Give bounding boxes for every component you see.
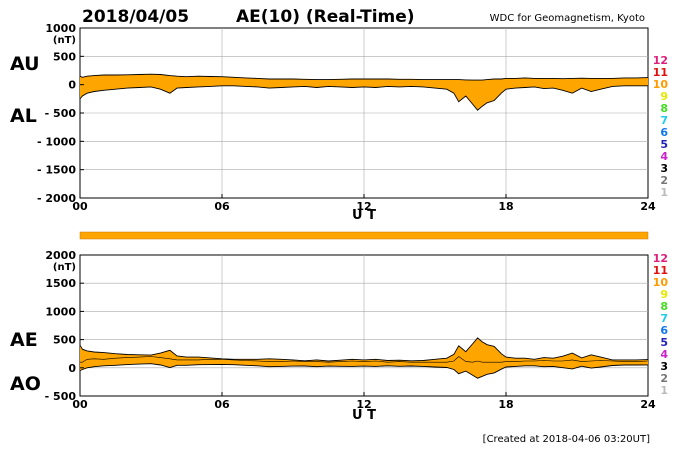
ae-ao-legend-station-4: 4 xyxy=(660,348,668,361)
au-al-x-tick-label: 00 xyxy=(72,200,88,213)
au-al-y-ticks: 1000 500 0 - 500 - 1000 - 1500 - 2000 xyxy=(37,22,84,205)
al-label: AL xyxy=(10,105,37,127)
au-al-legend-station-5: 5 xyxy=(660,138,668,151)
au-al-series xyxy=(79,73,649,111)
ae-ao-x-tick-label: 18 xyxy=(498,398,513,411)
created-timestamp: [Created at 2018-04-06 03:20UT] xyxy=(483,434,650,445)
ae-ao-upper-line xyxy=(79,337,649,362)
ae-ao-x-tick-label: 12 xyxy=(356,398,371,411)
ae-ao-legend-station-9: 9 xyxy=(660,288,668,301)
au-al-x-tick-label: 12 xyxy=(356,200,371,213)
ao-label: AO xyxy=(10,373,41,395)
chart-title: AE(10) (Real-Time) xyxy=(236,7,415,27)
ae-ao-y-tick-label: 2000 xyxy=(45,249,76,262)
ae-label: AE xyxy=(10,329,38,351)
au-al-legend-station-7: 7 xyxy=(660,114,668,127)
au-al-x-tick-label: 24 xyxy=(640,200,656,213)
ae-ao-legend-station-11: 11 xyxy=(653,264,668,277)
ae-ao-legend-station-6: 6 xyxy=(660,324,668,337)
ae-ao-grid xyxy=(80,255,648,396)
au-al-y-tick-label: 0 xyxy=(68,79,76,92)
au-al-legend-station-10: 10 xyxy=(653,78,669,91)
ae-ao-x-tick-label: 00 xyxy=(72,398,88,411)
au-al-legend-station-4: 4 xyxy=(660,150,668,163)
au-al-legend-station-8: 8 xyxy=(660,102,668,115)
ae-ao-y-tick-label: - 500 xyxy=(45,390,77,403)
au-al-lower-line xyxy=(79,85,648,111)
au-al-y-tick-label: - 1500 xyxy=(37,164,76,177)
au-al-y-tick-label: - 2000 xyxy=(37,192,76,205)
ae-ao-lower-line xyxy=(79,363,649,379)
ae-ao-legend-station-10: 10 xyxy=(653,276,669,289)
au-al-y-tick-label: 500 xyxy=(53,50,76,63)
ae-ao-x-ticks: 00 06 12 18 24 xyxy=(72,392,656,411)
ae-ao-legend-station-2: 2 xyxy=(660,372,668,385)
au-al-legend-station-1: 1 xyxy=(660,186,668,199)
ae-ao-unit-label: (nT) xyxy=(53,262,76,273)
au-al-x-axis-label: U T xyxy=(352,208,376,223)
ae-ao-legend-station-7: 7 xyxy=(660,312,668,325)
au-al-legend-station-3: 3 xyxy=(660,162,668,175)
ae-index-bar-fill xyxy=(79,231,649,240)
au-al-y-tick-label: - 500 xyxy=(45,107,77,120)
ae-ao-y-tick-label: 0 xyxy=(68,362,76,375)
date-label: 2018/04/05 xyxy=(82,7,189,27)
au-al-legend-station-9: 9 xyxy=(660,90,668,103)
ae-ao-y-ticks: 2000 1500 1000 500 0 - 500 xyxy=(45,249,84,403)
au-al-unit-label: (nT) xyxy=(53,35,76,46)
au-al-legend-station-12: 12 xyxy=(653,54,668,67)
ae-ao-legend-station-8: 8 xyxy=(660,300,668,313)
au-al-y-tick-label: 1000 xyxy=(45,22,76,35)
ae-ao-legend-station-12: 12 xyxy=(653,252,668,265)
ae-ao-mean-line xyxy=(80,356,649,363)
ae-ao-envelope-area xyxy=(80,337,648,379)
ae-ao-y-tick-label: 500 xyxy=(53,334,76,347)
au-label: AU xyxy=(10,53,40,75)
ae-ao-y-tick-label: 1000 xyxy=(45,305,76,318)
ae-ao-legend-station-3: 3 xyxy=(660,360,668,373)
au-al-legend-station-11: 11 xyxy=(653,66,668,79)
ae-ao-legend-station-5: 5 xyxy=(660,336,668,349)
au-al-legend-station-2: 2 xyxy=(660,174,668,187)
source-label: WDC for Geomagnetism, Kyoto xyxy=(490,13,645,24)
ae-ao-series xyxy=(79,337,649,379)
ae-ao-legend-station-1: 1 xyxy=(660,384,668,397)
au-al-y-tick-label: - 1000 xyxy=(37,135,76,148)
au-al-x-ticks: 00 06 12 18 24 xyxy=(72,194,656,213)
au-al-x-tick-label: 06 xyxy=(214,200,230,213)
ae-ao-x-tick-label: 06 xyxy=(214,398,230,411)
ae-ao-y-tick-label: 1500 xyxy=(45,277,76,290)
au-al-legend-station-6: 6 xyxy=(660,126,668,139)
au-al-envelope-area xyxy=(80,74,648,111)
ae-index-bar xyxy=(79,231,649,240)
au-al-x-tick-label: 18 xyxy=(498,200,513,213)
au-al-upper-line xyxy=(79,73,649,81)
ae-ao-x-axis-label: U T xyxy=(352,408,376,423)
ae-ao-x-tick-label: 24 xyxy=(640,398,656,411)
